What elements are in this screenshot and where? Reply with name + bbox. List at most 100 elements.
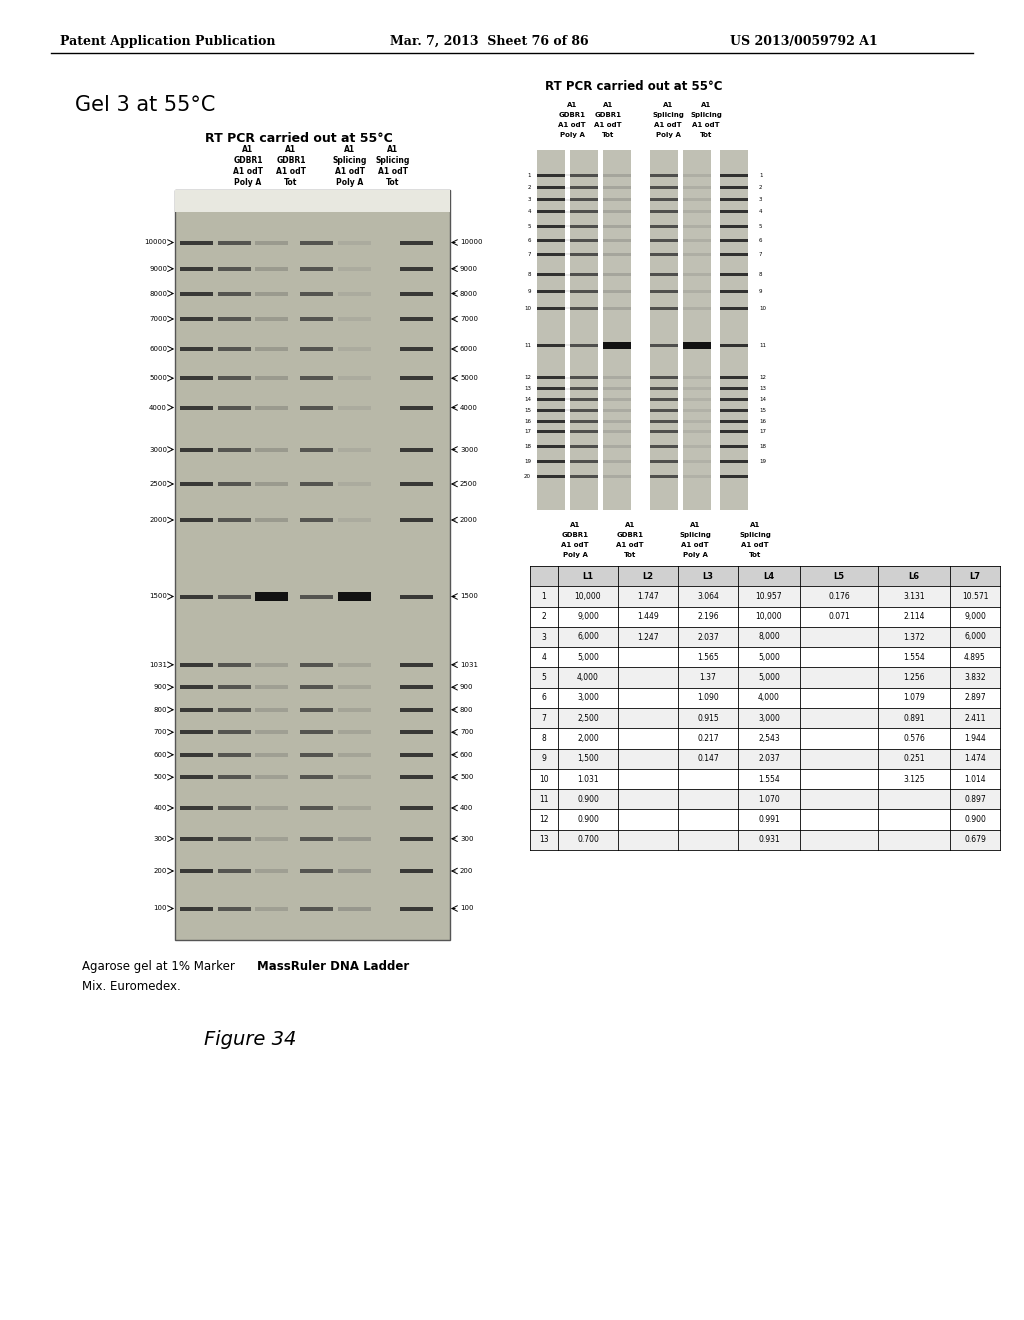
- Bar: [650, 459, 678, 463]
- Bar: [537, 306, 565, 310]
- Text: GDBR1: GDBR1: [595, 112, 622, 117]
- Text: 9000: 9000: [150, 265, 167, 272]
- Bar: [400, 837, 433, 841]
- Text: 900: 900: [460, 684, 473, 690]
- Bar: [720, 459, 748, 463]
- Bar: [255, 267, 288, 271]
- Bar: [570, 186, 598, 189]
- Text: 5: 5: [527, 224, 531, 228]
- Text: 2.037: 2.037: [758, 754, 780, 763]
- Bar: [180, 240, 213, 244]
- Bar: [180, 907, 213, 911]
- Bar: [218, 447, 251, 451]
- Bar: [255, 591, 288, 601]
- Text: A1: A1: [387, 145, 398, 154]
- Bar: [175, 190, 450, 940]
- Bar: [338, 405, 371, 409]
- Bar: [180, 347, 213, 351]
- Bar: [180, 775, 213, 779]
- Bar: [530, 607, 1000, 627]
- Text: 6: 6: [759, 238, 763, 243]
- Text: 2,543: 2,543: [758, 734, 780, 743]
- Text: Agarose gel at 1% Marker: Agarose gel at 1% Marker: [82, 960, 239, 973]
- Bar: [338, 807, 371, 810]
- Text: 9: 9: [759, 289, 763, 293]
- Text: 5,000: 5,000: [578, 653, 599, 661]
- Text: 5000: 5000: [150, 375, 167, 381]
- Bar: [338, 752, 371, 756]
- Text: 0.700: 0.700: [578, 836, 599, 845]
- Text: 1.014: 1.014: [965, 775, 986, 784]
- Bar: [180, 869, 213, 873]
- Bar: [255, 685, 288, 689]
- Text: 500: 500: [460, 775, 473, 780]
- Bar: [530, 627, 1000, 647]
- Text: Mix. Euromedex.: Mix. Euromedex.: [82, 979, 181, 993]
- Bar: [603, 224, 631, 228]
- Bar: [650, 289, 678, 293]
- Bar: [180, 482, 213, 486]
- Bar: [683, 306, 711, 310]
- Bar: [650, 445, 678, 449]
- Bar: [300, 405, 333, 409]
- Bar: [218, 267, 251, 271]
- Text: 17: 17: [524, 429, 531, 434]
- Text: 10.957: 10.957: [756, 591, 782, 601]
- Text: A1 odT: A1 odT: [335, 168, 365, 176]
- Text: Tot: Tot: [602, 132, 614, 139]
- Text: 3.125: 3.125: [903, 775, 925, 784]
- Bar: [683, 409, 711, 412]
- Text: Gel 3 at 55°C: Gel 3 at 55°C: [75, 95, 215, 115]
- Bar: [720, 430, 748, 433]
- Text: 0.915: 0.915: [697, 714, 719, 722]
- Text: 1500: 1500: [460, 594, 478, 599]
- Text: 4000: 4000: [460, 404, 478, 411]
- Text: Splicing: Splicing: [690, 112, 722, 117]
- Bar: [570, 224, 598, 228]
- Text: A1: A1: [750, 521, 760, 528]
- Bar: [650, 343, 678, 347]
- Bar: [683, 475, 711, 478]
- Text: L4: L4: [764, 572, 774, 581]
- Bar: [218, 405, 251, 409]
- Text: 16: 16: [759, 418, 766, 424]
- Bar: [400, 267, 433, 271]
- Bar: [570, 343, 598, 347]
- Text: A1: A1: [344, 145, 355, 154]
- Bar: [537, 150, 565, 510]
- Text: 19: 19: [759, 459, 766, 463]
- Text: A1 odT: A1 odT: [741, 543, 769, 548]
- Text: 4: 4: [759, 210, 763, 214]
- Bar: [720, 174, 748, 177]
- Text: 1.554: 1.554: [903, 653, 925, 661]
- Text: 8: 8: [527, 272, 531, 277]
- Text: 400: 400: [460, 805, 473, 810]
- Bar: [720, 475, 748, 478]
- Bar: [218, 730, 251, 734]
- Bar: [650, 174, 678, 177]
- Bar: [218, 708, 251, 711]
- Text: 14: 14: [524, 397, 531, 403]
- Text: 16: 16: [524, 418, 531, 424]
- Bar: [570, 376, 598, 379]
- Text: Patent Application Publication: Patent Application Publication: [60, 36, 275, 48]
- Bar: [218, 347, 251, 351]
- Bar: [537, 224, 565, 228]
- Text: Poly A: Poly A: [559, 132, 585, 139]
- Bar: [255, 376, 288, 380]
- Bar: [338, 837, 371, 841]
- Text: 4: 4: [542, 653, 547, 661]
- Bar: [570, 253, 598, 256]
- Bar: [255, 517, 288, 521]
- Text: 8000: 8000: [460, 290, 478, 297]
- Bar: [683, 387, 711, 391]
- Text: L5: L5: [834, 572, 845, 581]
- Text: GDBR1: GDBR1: [558, 112, 586, 117]
- Bar: [180, 447, 213, 451]
- Bar: [300, 347, 333, 351]
- Bar: [180, 292, 213, 296]
- Bar: [300, 482, 333, 486]
- Text: 1.070: 1.070: [758, 795, 780, 804]
- Text: 0.900: 0.900: [578, 795, 599, 804]
- Text: 2000: 2000: [460, 517, 478, 523]
